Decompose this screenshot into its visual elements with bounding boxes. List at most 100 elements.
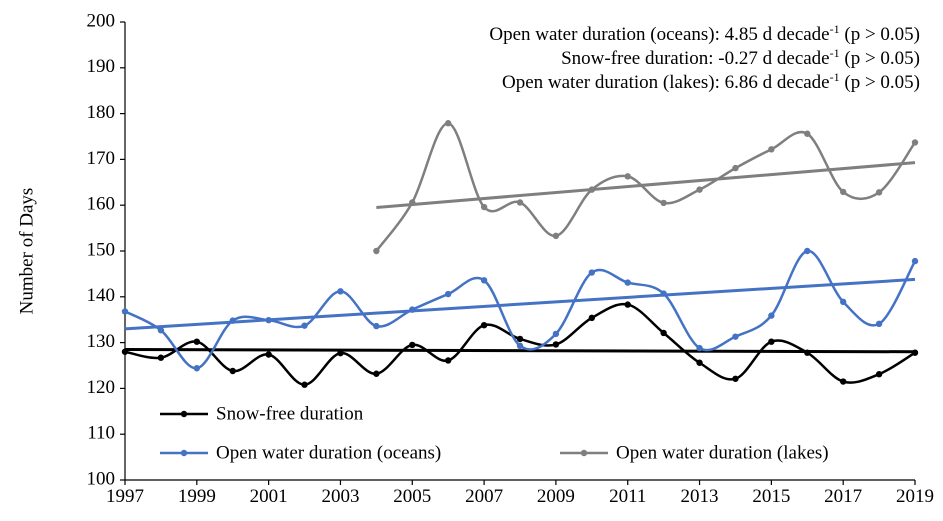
legend-marker (180, 449, 188, 457)
annotation-text: Snow-free duration: -0.27 d decade (561, 48, 830, 69)
x-tick-label: 1997 (106, 486, 144, 507)
y-tick-label: 190 (87, 56, 116, 77)
y-tick-label: 150 (87, 239, 116, 260)
data-point (839, 378, 847, 385)
x-tick-label: 2005 (393, 486, 431, 507)
data-point (444, 290, 452, 298)
y-tick-label: 140 (87, 285, 116, 306)
data-point (624, 301, 631, 308)
y-tick-label: 130 (87, 331, 116, 352)
data-point (552, 232, 560, 240)
x-tick-label: 2009 (537, 486, 575, 507)
data-point (480, 203, 488, 211)
annotation: Snow-free duration: -0.27 d decade-1 (p … (561, 46, 920, 69)
annotation-tail: (p > 0.05) (840, 24, 920, 45)
data-point (660, 199, 667, 207)
data-point (732, 375, 739, 382)
data-point (624, 279, 631, 286)
data-point (229, 317, 236, 324)
data-point (193, 338, 201, 345)
data-point (373, 370, 380, 377)
data-point (265, 351, 272, 358)
y-tick-label: 180 (87, 102, 116, 123)
trend-line (124, 347, 916, 354)
data-point (444, 120, 452, 127)
annotation-tail: (p > 0.05) (840, 72, 920, 93)
data-point (588, 269, 596, 276)
data-point (911, 257, 919, 265)
data-point (516, 199, 524, 206)
data-point (444, 357, 452, 364)
data-point (911, 139, 919, 146)
x-tick-label: 2007 (465, 486, 503, 507)
data-point (516, 342, 524, 350)
y-tick-label: 160 (87, 194, 116, 215)
x-tick-label: 2013 (681, 486, 719, 507)
data-point (373, 322, 380, 330)
annotation-text: Open water duration (oceans): 4.85 d dec… (489, 24, 829, 45)
x-tick-label: 2017 (824, 486, 862, 507)
data-point (588, 186, 596, 193)
y-tick-label: 100 (87, 468, 116, 489)
data-point (337, 288, 344, 295)
y-tick-label: 170 (87, 148, 116, 169)
data-point (768, 312, 775, 319)
data-point (804, 130, 811, 137)
data-point (696, 186, 703, 193)
data-point (409, 199, 416, 206)
data-point (660, 329, 667, 337)
data-point (768, 338, 775, 345)
x-tick-label: 2003 (321, 486, 359, 507)
annotation: Open water duration (oceans): 4.85 d dec… (489, 22, 920, 45)
data-point (875, 320, 883, 328)
legend-label: Open water duration (lakes) (616, 442, 829, 463)
data-point (875, 189, 883, 196)
data-point (732, 164, 739, 172)
data-point (301, 381, 308, 388)
data-point (911, 349, 919, 356)
y-tick-label: 120 (87, 377, 116, 398)
data-point (480, 277, 488, 284)
data-point (373, 247, 380, 255)
x-tick-label: 1999 (178, 486, 216, 507)
annotation: Open water duration (lakes): 6.86 d deca… (502, 70, 920, 93)
data-point (588, 314, 596, 322)
legend-marker (180, 410, 188, 418)
data-point (839, 188, 847, 196)
x-tick-label: 2015 (752, 486, 790, 507)
data-point (337, 349, 344, 357)
data-point (480, 321, 488, 329)
legend-label: Snow-free duration (216, 403, 364, 424)
data-point (732, 333, 739, 340)
trend-line (376, 161, 916, 209)
data-point (121, 348, 129, 355)
data-point (157, 354, 165, 361)
data-point (875, 371, 883, 378)
data-point (804, 247, 811, 255)
data-point (516, 335, 524, 343)
data-point (552, 341, 560, 348)
trend-line (124, 277, 916, 331)
annotation-sup: -1 (830, 22, 840, 36)
data-point (804, 349, 811, 356)
annotation-tail: (p > 0.05) (840, 48, 920, 69)
y-tick-label: 110 (87, 423, 115, 444)
data-point (696, 344, 703, 352)
annotation-sup: -1 (830, 70, 840, 84)
data-point (157, 327, 165, 334)
annotation-text: Open water duration (lakes): 6.86 d deca… (502, 72, 830, 93)
data-point (121, 308, 129, 315)
y-tick-label: 200 (87, 10, 116, 31)
x-tick-label: 2011 (609, 486, 646, 507)
data-point (839, 298, 847, 306)
x-tick-label: 2001 (250, 486, 288, 507)
data-point (552, 330, 560, 338)
legend-marker (580, 449, 588, 457)
data-point (768, 146, 775, 153)
x-tick-label: 2019 (896, 486, 934, 507)
y-axis-label: Number of Days (16, 188, 37, 315)
legend-label: Open water duration (oceans) (216, 442, 441, 463)
data-point (696, 359, 703, 366)
data-point (265, 316, 272, 324)
